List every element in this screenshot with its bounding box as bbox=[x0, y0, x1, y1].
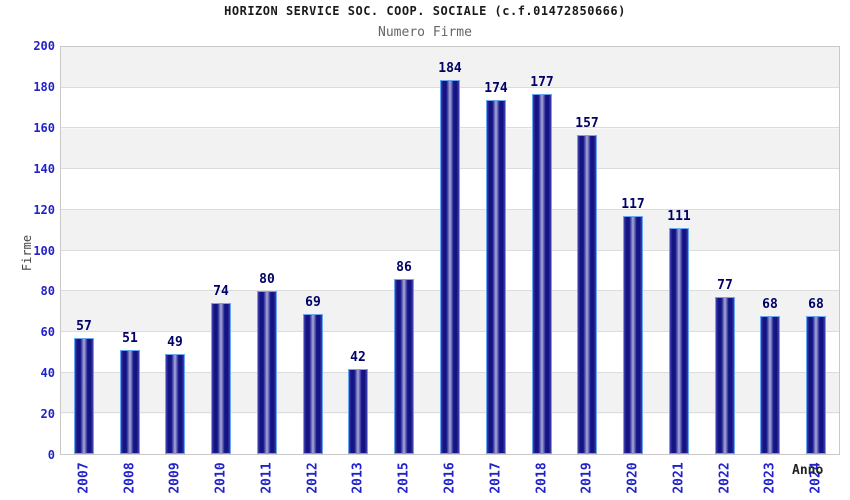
bar bbox=[532, 94, 552, 454]
bar-value-label: 157 bbox=[575, 116, 599, 131]
x-tick-label: 2009 bbox=[167, 462, 183, 494]
plot-area: 57 51 49 74 80 69 42 86 184 174 177 157 117 111 77 68 68 bbox=[60, 46, 840, 455]
x-tick-label: 2016 bbox=[442, 462, 458, 494]
bar bbox=[211, 303, 231, 454]
x-tick-label: 2013 bbox=[350, 462, 366, 494]
x-tick-label: 2015 bbox=[396, 462, 412, 494]
y-tick-label: 140 bbox=[33, 161, 55, 176]
bar-value-label: 69 bbox=[305, 295, 321, 310]
y-tick-label: 160 bbox=[33, 120, 55, 135]
bar-value-label: 68 bbox=[808, 297, 824, 312]
bar bbox=[715, 297, 735, 454]
y-tick-label: 20 bbox=[40, 407, 55, 422]
bar-value-label: 51 bbox=[122, 331, 138, 346]
bar bbox=[257, 291, 277, 454]
bar-value-label: 77 bbox=[717, 278, 733, 293]
chart-subtitle: Numero Firme bbox=[378, 25, 472, 40]
y-tick-label: 180 bbox=[33, 79, 55, 94]
bar bbox=[394, 279, 414, 454]
bar bbox=[440, 80, 460, 454]
x-tick-label: 2018 bbox=[534, 462, 550, 494]
y-tick-label: 120 bbox=[33, 202, 55, 217]
bar-value-label: 177 bbox=[530, 75, 554, 90]
bar bbox=[760, 316, 780, 454]
x-tick-label: 2021 bbox=[671, 462, 687, 494]
y-tick-label: 40 bbox=[40, 366, 55, 381]
x-axis-title: Anno bbox=[792, 463, 824, 478]
x-tick-label: 2019 bbox=[579, 462, 595, 494]
x-tick-label: 2010 bbox=[213, 462, 229, 494]
bar bbox=[577, 135, 597, 454]
x-tick-label: 2017 bbox=[488, 462, 504, 494]
bar bbox=[623, 216, 643, 454]
bar-value-label: 174 bbox=[484, 81, 508, 96]
bar bbox=[348, 369, 368, 454]
bar-value-label: 86 bbox=[396, 260, 412, 275]
bar-value-label: 49 bbox=[167, 335, 183, 350]
x-tick-label: 2020 bbox=[625, 462, 641, 494]
chart-title: HORIZON SERVICE SOC. COOP. SOCIALE (c.f.… bbox=[224, 4, 626, 18]
bar bbox=[669, 228, 689, 454]
bar-value-label: 117 bbox=[621, 197, 645, 212]
bar-value-label: 184 bbox=[438, 61, 462, 76]
bar-value-label: 57 bbox=[76, 319, 92, 334]
y-tick-label: 100 bbox=[33, 243, 55, 258]
bar-value-label: 42 bbox=[350, 350, 366, 365]
bar-value-label: 74 bbox=[213, 284, 229, 299]
bar bbox=[120, 350, 140, 454]
y-tick-label: 200 bbox=[33, 39, 55, 53]
bar bbox=[303, 314, 323, 454]
x-tick-label: 2012 bbox=[305, 462, 321, 494]
x-tick-label: 2022 bbox=[717, 462, 733, 494]
bar bbox=[165, 354, 185, 454]
bar bbox=[806, 316, 826, 454]
x-tick-label: 2023 bbox=[762, 462, 778, 494]
x-tick-label: 2011 bbox=[259, 462, 275, 494]
bar-value-label: 111 bbox=[667, 209, 691, 224]
bar bbox=[74, 338, 94, 454]
x-tick-label: 2007 bbox=[76, 462, 92, 494]
bar-value-label: 68 bbox=[762, 297, 778, 312]
x-tick-label: 2008 bbox=[122, 462, 138, 494]
y-tick-label: 60 bbox=[40, 325, 55, 340]
y-tick-label: 80 bbox=[40, 284, 55, 299]
bar bbox=[486, 100, 506, 454]
bar-value-label: 80 bbox=[259, 272, 275, 287]
y-tick-label: 0 bbox=[47, 448, 55, 462]
